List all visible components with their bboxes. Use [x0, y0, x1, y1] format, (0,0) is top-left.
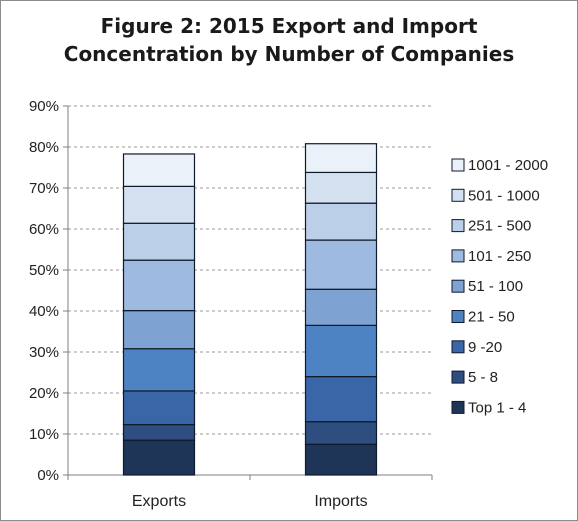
bar-segment: [122, 153, 196, 187]
y-tick-label: 60%: [29, 221, 59, 238]
bar-segment: [122, 423, 196, 441]
bar-segment: [122, 390, 196, 426]
bar-segment: [122, 348, 196, 392]
bar-segment: [122, 259, 196, 312]
bar-segment: [304, 288, 378, 326]
bar-segment: [304, 202, 378, 241]
legend-label: 251 - 500: [468, 218, 531, 235]
y-tick-label: 10%: [29, 426, 59, 443]
y-tick-label: 40%: [29, 303, 59, 320]
chart-title: Figure 2: 2015 Export and Import Concent…: [0, 12, 578, 68]
x-category-label: Exports: [132, 493, 186, 510]
legend-swatch: [451, 279, 465, 293]
chart-title-line-1: Figure 2: 2015 Export and Import: [100, 14, 478, 38]
legend-swatch: [451, 249, 465, 263]
bar-segment: [304, 239, 378, 290]
y-tick-label: 80%: [29, 139, 59, 156]
legend-swatch: [451, 219, 465, 233]
legend-swatch: [451, 370, 465, 384]
legend-swatch: [451, 158, 465, 172]
y-tick-label: 50%: [29, 262, 59, 279]
bar-segment: [304, 376, 378, 423]
bar-segment: [304, 421, 378, 445]
legend-label: 1001 - 2000: [468, 157, 548, 174]
y-tick-label: 90%: [29, 98, 59, 115]
legend-label: 5 - 8: [468, 369, 498, 386]
bar-segment: [122, 185, 196, 224]
legend-label: Top 1 - 4: [468, 399, 526, 416]
legend-swatch: [451, 310, 465, 323]
legend-label: 101 - 250: [468, 248, 531, 265]
y-tick-label: 20%: [29, 385, 59, 402]
y-tick-label: 0%: [37, 467, 59, 484]
legend-label: 501 - 1000: [468, 187, 540, 204]
legend-swatch: [451, 400, 465, 414]
bar-segment: [304, 143, 378, 174]
legend-label: 51 - 100: [468, 278, 523, 295]
legend-label: 21 - 50: [468, 309, 515, 326]
bar-segment: [304, 443, 378, 476]
x-category-label: Imports: [314, 493, 367, 510]
bar-segment: [122, 309, 196, 350]
legend-swatch: [451, 188, 465, 202]
y-tick-label: 70%: [29, 180, 59, 197]
bar-segment: [122, 222, 196, 261]
legend-label: 9 -20: [468, 339, 502, 356]
legend-swatch: [451, 340, 465, 354]
bar-segment: [304, 171, 378, 204]
y-tick-label: 30%: [29, 344, 59, 361]
bar-segment: [304, 324, 378, 378]
chart-title-line-2: Concentration by Number of Companies: [63, 42, 515, 66]
bar-segment: [122, 439, 196, 476]
